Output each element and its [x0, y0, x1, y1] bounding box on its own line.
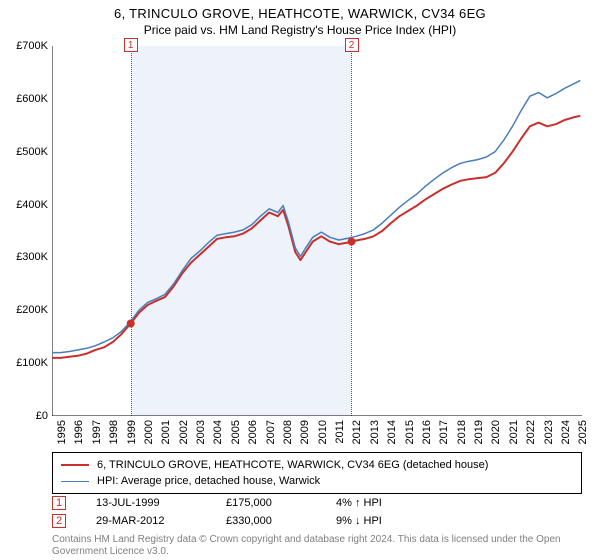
x-tick-label: 2015	[404, 420, 416, 444]
x-tick-label: 2025	[577, 420, 589, 444]
title-block: 6, TRINCULO GROVE, HEATHCOTE, WARWICK, C…	[0, 0, 600, 37]
x-tick-label: 2008	[282, 420, 294, 444]
legend-label: HPI: Average price, detached house, Warw…	[97, 475, 320, 487]
x-tick-label: 2006	[247, 420, 259, 444]
x-tick-label: 2022	[525, 420, 537, 444]
transaction-price: £330,000	[226, 515, 336, 527]
x-tick-label: 2020	[490, 420, 502, 444]
marker-box: 2	[345, 38, 359, 52]
x-tick-label: 1995	[56, 420, 68, 444]
chart-title: 6, TRINCULO GROVE, HEATHCOTE, WARWICK, C…	[0, 6, 600, 21]
y-tick-label: £100K	[16, 357, 48, 369]
x-tick-label: 2012	[351, 420, 363, 444]
x-tick-label: 2010	[317, 420, 329, 444]
x-tick-label: 2024	[560, 420, 572, 444]
transaction-price: £175,000	[226, 497, 336, 509]
transaction-table: 1 13-JUL-1999 £175,000 4% ↑ HPI 2 29-MAR…	[52, 494, 582, 530]
transaction-row: 1 13-JUL-1999 £175,000 4% ↑ HPI	[52, 494, 582, 512]
chart-container: 6, TRINCULO GROVE, HEATHCOTE, WARWICK, C…	[0, 0, 600, 560]
x-tick-label: 2014	[386, 420, 398, 444]
y-tick-label: £300K	[16, 251, 48, 263]
x-tick-label: 1996	[73, 420, 85, 444]
transaction-row: 2 29-MAR-2012 £330,000 9% ↓ HPI	[52, 512, 582, 530]
x-tick-label: 1997	[91, 420, 103, 444]
x-tick-label: 2021	[508, 420, 520, 444]
legend-row: HPI: Average price, detached house, Warw…	[61, 473, 573, 489]
footnote: Contains HM Land Registry data © Crown c…	[52, 534, 582, 557]
transaction-delta: 9% ↓ HPI	[336, 515, 446, 527]
x-tick-label: 2007	[265, 420, 277, 444]
transaction-index-box: 1	[52, 496, 66, 510]
x-tick-label: 1998	[108, 420, 120, 444]
x-tick-label: 2002	[178, 420, 190, 444]
y-tick-label: £500K	[16, 146, 48, 158]
y-tick-label: £700K	[16, 40, 48, 52]
x-tick-label: 2016	[421, 420, 433, 444]
y-tick-label: £400K	[16, 199, 48, 211]
x-tick-label: 2004	[212, 420, 224, 444]
y-tick-label: £600K	[16, 93, 48, 105]
x-tick-label: 2013	[369, 420, 381, 444]
x-tick-label: 2018	[456, 420, 468, 444]
chart-area: £0£100K£200K£300K£400K£500K£600K£700K 19…	[52, 46, 582, 416]
x-tick-label: 2003	[195, 420, 207, 444]
legend-label: 6, TRINCULO GROVE, HEATHCOTE, WARWICK, C…	[97, 459, 488, 471]
legend-swatch	[61, 481, 89, 482]
y-tick-label: £0	[36, 410, 48, 422]
x-tick-label: 2017	[438, 420, 450, 444]
x-tick-label: 2019	[473, 420, 485, 444]
x-tick-label: 2011	[334, 420, 346, 444]
legend-row: 6, TRINCULO GROVE, HEATHCOTE, WARWICK, C…	[61, 457, 573, 473]
transaction-index-box: 2	[52, 514, 66, 528]
x-tick-label: 2001	[160, 420, 172, 444]
transaction-delta: 4% ↑ HPI	[336, 497, 446, 509]
marker-box: 1	[124, 38, 138, 52]
legend-swatch	[61, 464, 89, 466]
transaction-date: 29-MAR-2012	[96, 515, 226, 527]
x-tick-label: 2023	[543, 420, 555, 444]
legend: 6, TRINCULO GROVE, HEATHCOTE, WARWICK, C…	[52, 452, 582, 494]
chart-subtitle: Price paid vs. HM Land Registry's House …	[0, 23, 600, 37]
x-tick-label: 2009	[299, 420, 311, 444]
x-tick-label: 2000	[143, 420, 155, 444]
y-tick-label: £200K	[16, 304, 48, 316]
transaction-date: 13-JUL-1999	[96, 497, 226, 509]
x-tick-label: 2005	[230, 420, 242, 444]
line-chart	[52, 46, 582, 416]
x-tick-label: 1999	[126, 420, 138, 444]
